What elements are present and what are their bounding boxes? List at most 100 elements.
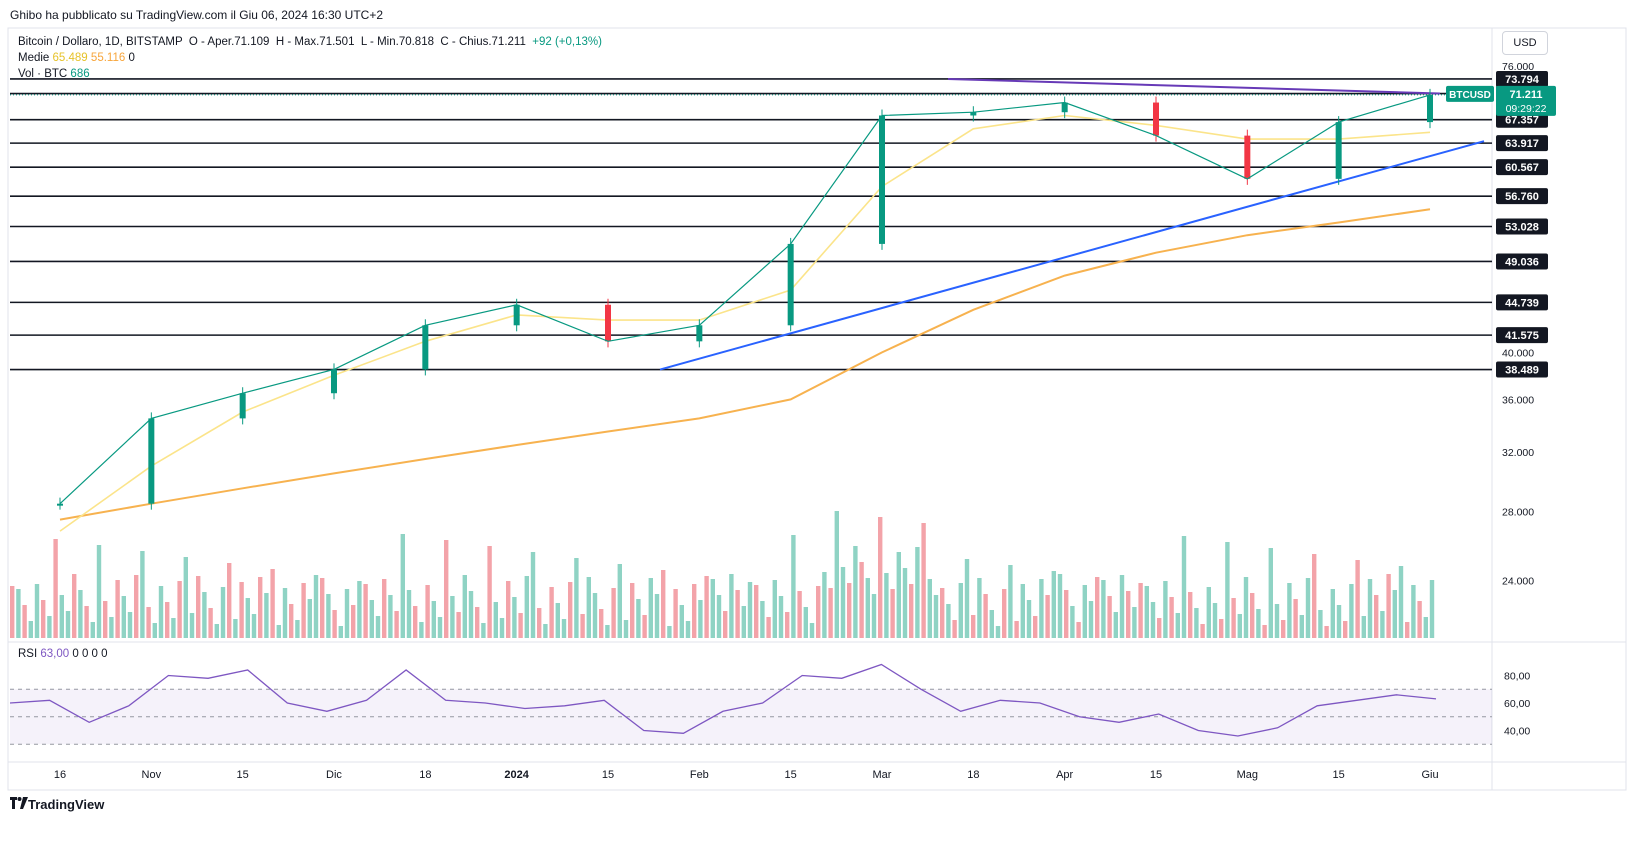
volume-bar	[1281, 620, 1286, 638]
volume-bar	[828, 588, 833, 638]
volume-bar	[512, 597, 517, 638]
volume-bar	[1088, 601, 1094, 638]
time-axis-tick: 18	[419, 769, 431, 781]
volume-bar	[1057, 574, 1063, 638]
last-price-tag: 71.211	[1509, 89, 1542, 101]
legend-change: +92 (+0,13%)	[532, 36, 602, 48]
currency-button[interactable]: USD	[1502, 31, 1548, 55]
volume-bar	[351, 605, 356, 638]
volume-bar	[239, 582, 244, 638]
time-axis-tick: 15	[602, 769, 614, 781]
rsi-line	[9, 663, 1437, 737]
volume-bar	[710, 579, 715, 638]
price-axis-tick: 28.000	[1502, 507, 1534, 519]
time-axis-tick: Dic	[326, 769, 342, 781]
candle-body	[1427, 94, 1433, 123]
time-axis-tick: 15	[1333, 769, 1345, 781]
volume-bar	[276, 625, 281, 638]
volume-bar	[282, 588, 288, 638]
volume-bar	[940, 588, 945, 638]
price-axis-tick: 36.000	[1502, 394, 1534, 406]
volume-bar	[605, 625, 610, 638]
ma50-line	[59, 114, 1431, 532]
candle-body	[1061, 102, 1068, 113]
volume-bar	[90, 622, 95, 638]
volume-bar	[1163, 581, 1168, 638]
volume-bar	[208, 608, 213, 638]
volume-bar	[1020, 584, 1025, 638]
volume-bar	[152, 623, 157, 638]
volume-bar	[1157, 618, 1162, 638]
volume-bar	[1039, 579, 1044, 638]
volume-bar	[648, 578, 653, 638]
volume-bar	[791, 535, 796, 638]
legend-c-label: C	[440, 36, 449, 48]
legend-ma1: 65.489	[52, 52, 88, 64]
candle-body	[1335, 122, 1342, 179]
level-tag-bg	[1496, 253, 1548, 270]
volume-bar	[1250, 593, 1255, 638]
level-tag-label: 73.794	[1505, 74, 1540, 86]
volume-bar	[431, 601, 436, 638]
legend-vol-value: 686	[70, 68, 90, 80]
legend-o-label: O	[188, 36, 198, 48]
ascending-trendline	[659, 140, 1485, 371]
volume-bar	[1293, 599, 1298, 638]
volume-bar	[692, 584, 697, 638]
volume-bar	[772, 580, 777, 638]
tradingview-logo[interactable]: TradingView	[10, 797, 104, 812]
volume-bar	[816, 586, 821, 638]
candle-body	[1153, 102, 1159, 136]
volume-bar	[394, 611, 399, 638]
volume-bar	[1398, 566, 1404, 638]
level-tag-label: 60.567	[1505, 162, 1539, 174]
volume-bar	[574, 558, 579, 638]
rsi-label: RSI	[18, 648, 38, 660]
volume-bar	[47, 616, 52, 638]
volume-bar	[1126, 591, 1131, 638]
symbol-tag-bg	[1446, 85, 1494, 102]
candle-body	[605, 304, 611, 342]
level-tag-label: 41.575	[1505, 330, 1539, 342]
volume-bar	[1386, 574, 1391, 638]
volume-bar	[1243, 577, 1249, 638]
legend-ma2: 55.116	[90, 52, 126, 64]
volume-bar	[735, 590, 740, 638]
volume-bar	[1026, 600, 1032, 638]
time-axis-tick: 2024	[504, 769, 529, 781]
volume-bar	[878, 517, 883, 638]
volume-bar	[1212, 603, 1218, 638]
volume-bar	[1429, 580, 1435, 638]
level-tag-bg	[1496, 135, 1548, 152]
volume-bar	[1076, 622, 1081, 638]
volume-bar	[1318, 610, 1323, 638]
volume-bar	[778, 596, 784, 638]
candle-body	[1244, 135, 1251, 179]
volume-bar	[896, 552, 901, 638]
volume-bar	[1330, 589, 1335, 638]
volume-bar	[555, 603, 560, 638]
candle-body	[513, 304, 520, 326]
volume-bar	[1225, 542, 1230, 638]
volume-bar	[630, 583, 635, 638]
volume-bar	[289, 604, 294, 638]
time-axis-tick: Giu	[1421, 769, 1438, 781]
volume-bar	[803, 607, 808, 638]
volume-bar	[958, 583, 963, 638]
volume-bar	[890, 589, 895, 638]
volume-bar	[1268, 548, 1273, 638]
volume-bar	[964, 559, 970, 638]
volume-bar	[1256, 609, 1261, 638]
last-price-tag-bg	[1496, 85, 1556, 116]
legend-vol-row: Vol · BTC 686	[18, 66, 602, 82]
volume-bar	[320, 578, 325, 638]
volume-bar	[1380, 611, 1385, 638]
volume-bar	[741, 606, 746, 638]
volume-bar	[1411, 585, 1416, 638]
tradingview-mark-icon	[10, 797, 28, 812]
volume-bar	[729, 574, 734, 638]
volume-bar	[425, 585, 430, 638]
volume-bar	[859, 562, 864, 638]
volume-bar	[307, 599, 312, 638]
